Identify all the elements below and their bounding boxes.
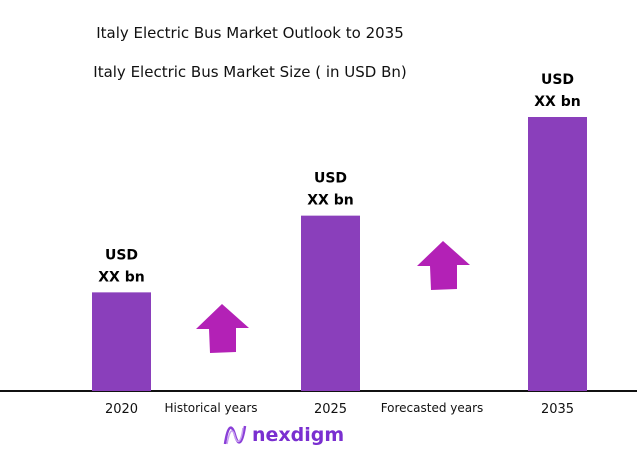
x-tick-label: 2025 [314,402,347,417]
bar-value-label: USD [105,247,138,263]
nexdigm-logo: nexdigm [222,422,344,448]
x-tick-label: 2020 [105,402,138,417]
bar-2025 [301,215,360,391]
bar-value-label: XX bn [534,94,580,110]
x-tick-label: 2035 [541,402,574,417]
growth-arrow-icon [417,241,470,290]
chart-subtitle: Italy Electric Bus Market Size ( in USD … [93,63,407,81]
logo-text: nexdigm [252,423,345,446]
growth-arrow-icon [196,304,249,353]
bar-value-label: USD [314,171,347,187]
annotation-historical: Historical years [164,401,257,415]
logo-icon [223,425,247,445]
chart-title: Italy Electric Bus Market Outlook to 203… [96,24,404,42]
annotation-forecasted: Forecasted years [381,401,484,415]
bar-value-label: XX bn [98,269,144,285]
bar-value-label: USD [541,72,574,88]
bar-value-label: XX bn [307,193,353,209]
bar-2035 [528,117,587,391]
bar-2020 [92,292,151,391]
